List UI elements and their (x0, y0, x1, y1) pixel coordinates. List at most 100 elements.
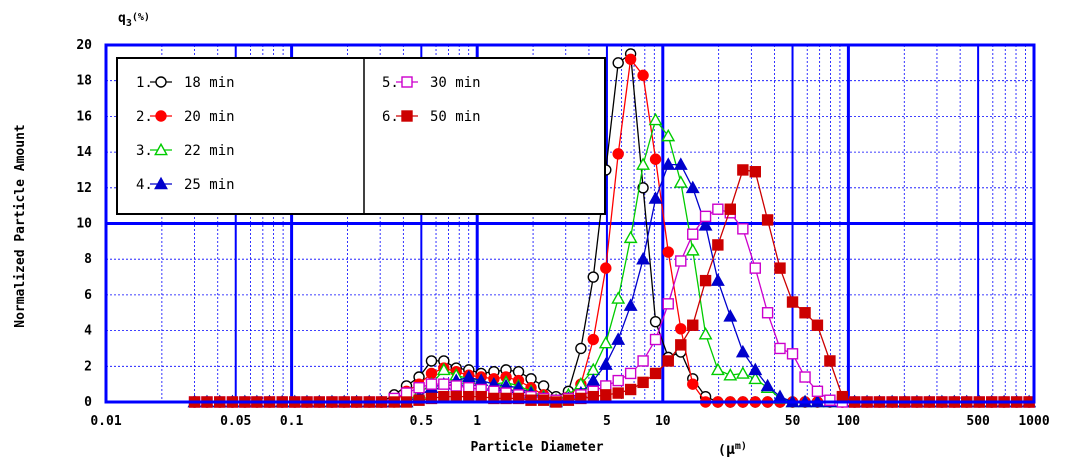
legend-item: 1. 18 min (136, 75, 235, 91)
data-point (425, 355, 438, 367)
x-tick-label: 0.05 (220, 414, 251, 429)
legend-item: 3. 22 min (136, 142, 235, 159)
x-tick-label: 500 (966, 414, 990, 429)
data-point (611, 291, 626, 304)
data-point (723, 309, 738, 322)
x-tick-label: 0.5 (410, 414, 433, 429)
y-unit-percent: (%) (132, 12, 150, 23)
data-point (737, 223, 749, 235)
x-tick-label: 50 (785, 414, 801, 429)
legend-label: 25 min (184, 177, 235, 193)
data-point (636, 157, 651, 170)
data-point (699, 210, 712, 223)
legend-item: 4. 25 min (136, 176, 235, 193)
data-point (761, 214, 774, 226)
data-point (438, 390, 450, 403)
data-point (648, 191, 663, 204)
data-point (649, 315, 662, 328)
data-point (662, 355, 674, 367)
legend-box (116, 57, 606, 215)
y-tick-label: 20 (76, 38, 92, 53)
x-tick-label: 1000 (1018, 414, 1049, 429)
x-unit-label: (μm) (718, 440, 747, 458)
data-point (413, 394, 425, 406)
data-point (824, 394, 836, 406)
data-point (598, 335, 613, 349)
data-point (675, 255, 687, 267)
data-point (661, 157, 676, 170)
data-point (155, 76, 167, 88)
data-point (748, 371, 763, 385)
data-point (649, 153, 662, 165)
x-unit-rest: m) (735, 441, 747, 452)
x-unit-mu: μ (726, 440, 735, 458)
x-tick-label: 0.1 (280, 414, 304, 429)
data-point (611, 332, 626, 345)
data-point (761, 307, 774, 319)
x-tick-label: 0.01 (90, 414, 121, 429)
data-point (685, 180, 700, 194)
data-point (562, 394, 575, 406)
y-tick-label: 0 (84, 395, 92, 410)
y-tick-label: 8 (84, 252, 92, 267)
x-axis-label: Particle Diameter (470, 440, 603, 455)
data-point (463, 390, 475, 403)
data-point (649, 333, 662, 346)
data-point (587, 271, 599, 283)
x-tick-label: 10 (655, 414, 671, 429)
y-tick-label: 2 (84, 359, 92, 374)
legend-index: 1. (136, 75, 153, 91)
data-point (623, 230, 638, 244)
data-point (710, 273, 725, 286)
data-point (612, 57, 624, 69)
y-tick-label: 18 (76, 74, 92, 89)
data-point (786, 296, 799, 308)
data-point (786, 348, 799, 360)
data-point (662, 298, 674, 310)
legend-index: 4. (136, 177, 153, 193)
data-point (687, 228, 699, 240)
data-point (537, 394, 550, 406)
data-point (662, 246, 674, 258)
data-point (575, 342, 587, 355)
data-point (735, 344, 750, 358)
data-point (612, 148, 624, 160)
data-point (712, 203, 724, 215)
y-tick-label: 4 (84, 324, 92, 339)
data-point (724, 203, 736, 215)
data-point (824, 355, 836, 367)
y-tick-label: 6 (84, 288, 92, 303)
tick-labels: 0 2 4 6 8 10 12 14 16 18 20 0.01 0.05 0.1 0.5 1 5 10 50 100… (76, 38, 1049, 429)
data-point (774, 262, 786, 274)
data-point (586, 373, 601, 386)
data-point (723, 368, 738, 381)
data-point (687, 319, 699, 331)
data-point (425, 367, 438, 380)
data-point (624, 53, 637, 65)
legend-item: 6. 50 min (382, 109, 481, 125)
data-point (735, 366, 750, 379)
y-unit-label: q3(%) (118, 11, 150, 29)
data-point (438, 378, 450, 390)
plot-frame (104, 43, 1036, 404)
data-point (749, 166, 761, 178)
x-unit-open: ( (718, 443, 726, 458)
legend-index: 6. (382, 109, 399, 125)
data-point (774, 342, 786, 355)
data-point (623, 298, 638, 311)
y-unit-subscript: 3 (126, 18, 132, 29)
data-point (450, 390, 462, 403)
data-point (600, 262, 612, 274)
data-point (799, 307, 811, 319)
data-point (637, 376, 649, 389)
data-point (587, 390, 599, 403)
legend-label: 20 min (184, 109, 235, 125)
data-point (155, 110, 167, 122)
legend-label: 18 min (184, 75, 235, 91)
data-point (799, 371, 811, 383)
data-point (450, 380, 462, 392)
data-point (710, 362, 725, 376)
legend-index: 3. (136, 143, 153, 159)
y-tick-label: 16 (76, 109, 92, 124)
